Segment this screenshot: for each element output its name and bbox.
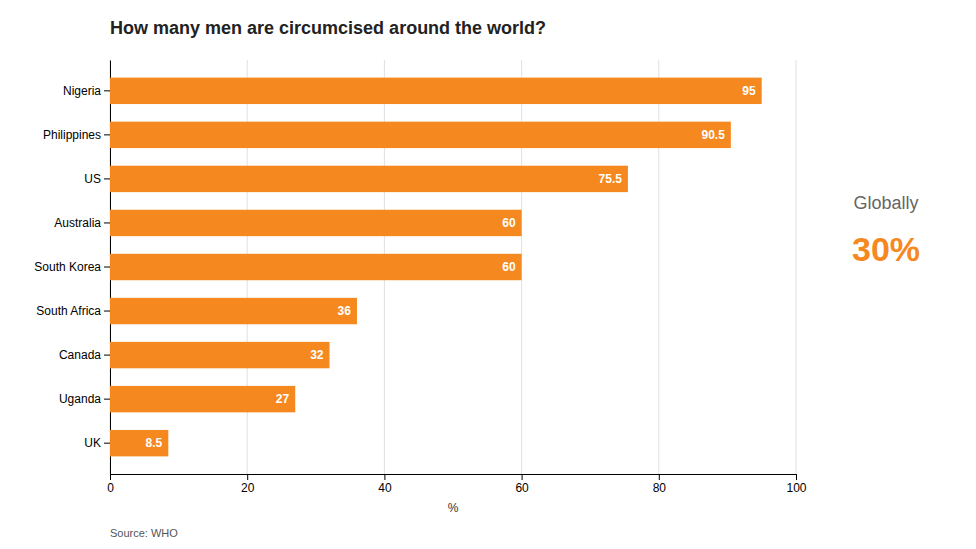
x-tick: 0 (107, 474, 114, 495)
x-axis-label: % (448, 501, 459, 515)
x-tick: 60 (515, 474, 529, 495)
y-tick-label: Australia (54, 216, 101, 230)
grid (110, 60, 796, 474)
y-tick-mark (104, 90, 110, 91)
y-tick-label: Nigeria (63, 84, 101, 98)
y-tick-mark (104, 355, 110, 356)
x-tick-label: 100 (786, 481, 806, 495)
bar (110, 122, 731, 148)
data-label: 60 (502, 216, 516, 230)
y-tick: South Africa (36, 304, 110, 318)
data-label: 60 (502, 260, 516, 274)
x-tick-label: 20 (241, 481, 255, 495)
y-tick-mark (104, 399, 110, 400)
bar (110, 386, 295, 412)
y-tick-mark (104, 443, 110, 444)
bar (110, 166, 628, 192)
y-tick-mark (104, 222, 110, 223)
x-tick: 20 (241, 474, 255, 495)
x-axis-line (111, 475, 797, 481)
y-tick-label: South Africa (36, 304, 101, 318)
x-tick-mark (796, 474, 797, 480)
chart: 0 20 40 60 80 100 Nigeria Philippines US Australi… (0, 0, 976, 549)
y-tick-label: UK (84, 436, 101, 450)
y-tick-mark (104, 267, 110, 268)
x-tick: 100 (786, 474, 806, 495)
x-axis: 0 20 40 60 80 100 (107, 474, 807, 495)
data-label: 90.5 (701, 128, 725, 142)
y-tick: South Korea (34, 260, 110, 274)
y-tick: Nigeria (63, 84, 110, 98)
y-tick: Canada (59, 348, 110, 362)
y-tick: UK (84, 436, 110, 450)
y-tick-label: Canada (59, 348, 101, 362)
y-tick: Australia (54, 216, 110, 230)
x-tick-label: 0 (107, 481, 114, 495)
y-tick-label: US (84, 172, 101, 186)
x-tick-mark (659, 474, 660, 480)
grid-line (796, 60, 797, 474)
title: How many men are circumcised around the … (110, 18, 546, 38)
x-tick: 40 (378, 474, 392, 495)
annotation: 30% (852, 230, 920, 268)
y-tick-label: South Korea (34, 260, 101, 274)
bar (110, 254, 522, 280)
bar (110, 342, 330, 368)
x-tick-mark (522, 474, 523, 480)
data-label: 27 (276, 392, 290, 406)
data-labels: 95 90.5 75.5 60 60 36 32 27 8.5 (146, 84, 756, 450)
x-tick-label: 80 (653, 481, 667, 495)
y-tick-label: Uganda (59, 392, 101, 406)
y-tick: Uganda (59, 392, 110, 406)
bar (110, 430, 168, 456)
data-label: 75.5 (599, 172, 623, 186)
x-tick-label: 60 (515, 481, 529, 495)
bar (110, 298, 357, 324)
annotation: Globally (853, 193, 918, 213)
x-tick-mark (384, 474, 385, 480)
x-tick-label: 40 (378, 481, 392, 495)
bars (110, 78, 762, 457)
x-tick: 80 (653, 474, 667, 495)
y-tick-mark (104, 178, 110, 179)
x-tick-mark (110, 474, 111, 480)
source: Source: WHO (110, 527, 178, 539)
y-tick: Philippines (43, 128, 110, 142)
y-tick-mark (104, 311, 110, 312)
data-label: 8.5 (146, 436, 163, 450)
plot: 0 20 40 60 80 100 Nigeria Philippines US Australi… (34, 60, 807, 495)
data-label: 36 (338, 304, 352, 318)
bar (110, 210, 522, 236)
x-tick-mark (247, 474, 248, 480)
y-axis: Nigeria Philippines US Australia South Korea… (34, 61, 110, 475)
data-label: 32 (310, 348, 324, 362)
y-tick-label: Philippines (43, 128, 101, 142)
data-label: 95 (742, 84, 756, 98)
y-tick: US (84, 172, 110, 186)
y-tick-mark (104, 134, 110, 135)
bar (110, 78, 762, 104)
